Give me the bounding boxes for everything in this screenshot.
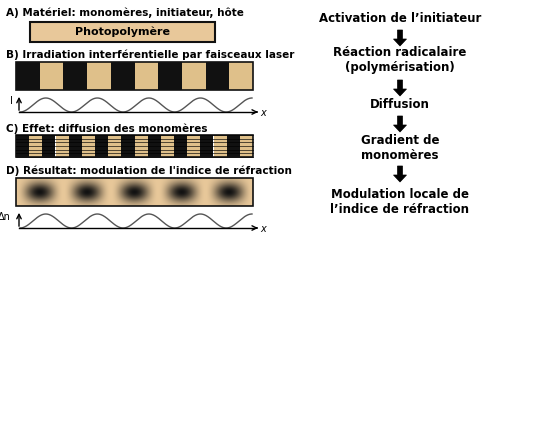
Text: Réaction radicalaire
(polymérisation): Réaction radicalaire (polymérisation) xyxy=(333,46,467,74)
Bar xyxy=(82,135,95,157)
Bar xyxy=(16,62,253,90)
Text: Modulation locale de
l’indice de réfraction: Modulation locale de l’indice de réfract… xyxy=(331,188,469,216)
Text: Photopolymère: Photopolymère xyxy=(75,27,170,37)
Polygon shape xyxy=(393,166,406,182)
Bar xyxy=(111,62,134,90)
Text: x: x xyxy=(260,224,266,234)
Bar xyxy=(29,135,42,157)
Text: Δn: Δn xyxy=(0,212,11,222)
Bar xyxy=(108,135,121,157)
Bar xyxy=(134,62,158,90)
Bar xyxy=(205,62,229,90)
Bar xyxy=(121,135,134,157)
Bar xyxy=(158,62,182,90)
Text: I: I xyxy=(10,96,13,106)
Bar xyxy=(201,135,214,157)
Bar xyxy=(63,62,87,90)
Bar xyxy=(95,135,108,157)
Text: Gradient de
monomères: Gradient de monomères xyxy=(361,134,439,162)
Polygon shape xyxy=(393,80,406,96)
Bar xyxy=(16,178,253,206)
Bar xyxy=(161,135,174,157)
Text: Diffusion: Diffusion xyxy=(370,98,430,110)
Polygon shape xyxy=(393,116,406,132)
Bar xyxy=(69,135,82,157)
Bar xyxy=(87,62,111,90)
Text: D) Résultat: modulation de l'indice de réfraction: D) Résultat: modulation de l'indice de r… xyxy=(6,166,292,176)
Bar xyxy=(134,135,147,157)
Bar xyxy=(229,62,253,90)
Bar xyxy=(182,62,205,90)
Bar xyxy=(16,135,253,157)
Bar xyxy=(174,135,187,157)
Bar xyxy=(214,135,227,157)
Text: Activation de l’initiateur: Activation de l’initiateur xyxy=(319,12,481,25)
Bar xyxy=(240,135,253,157)
Text: B) Irradiation interférentielle par faisceaux laser: B) Irradiation interférentielle par fais… xyxy=(6,50,294,60)
Text: C) Effet: diffusion des monomères: C) Effet: diffusion des monomères xyxy=(6,123,208,133)
Bar xyxy=(147,135,161,157)
Polygon shape xyxy=(393,30,406,46)
Bar xyxy=(55,135,69,157)
Bar xyxy=(30,22,215,42)
Text: A) Matériel: monomères, initiateur, hôte: A) Matériel: monomères, initiateur, hôte xyxy=(6,8,244,18)
Bar xyxy=(187,135,201,157)
Bar xyxy=(42,135,55,157)
Bar xyxy=(40,62,63,90)
Bar xyxy=(227,135,240,157)
Bar xyxy=(16,135,29,157)
Text: x: x xyxy=(260,108,266,118)
Bar xyxy=(16,62,40,90)
